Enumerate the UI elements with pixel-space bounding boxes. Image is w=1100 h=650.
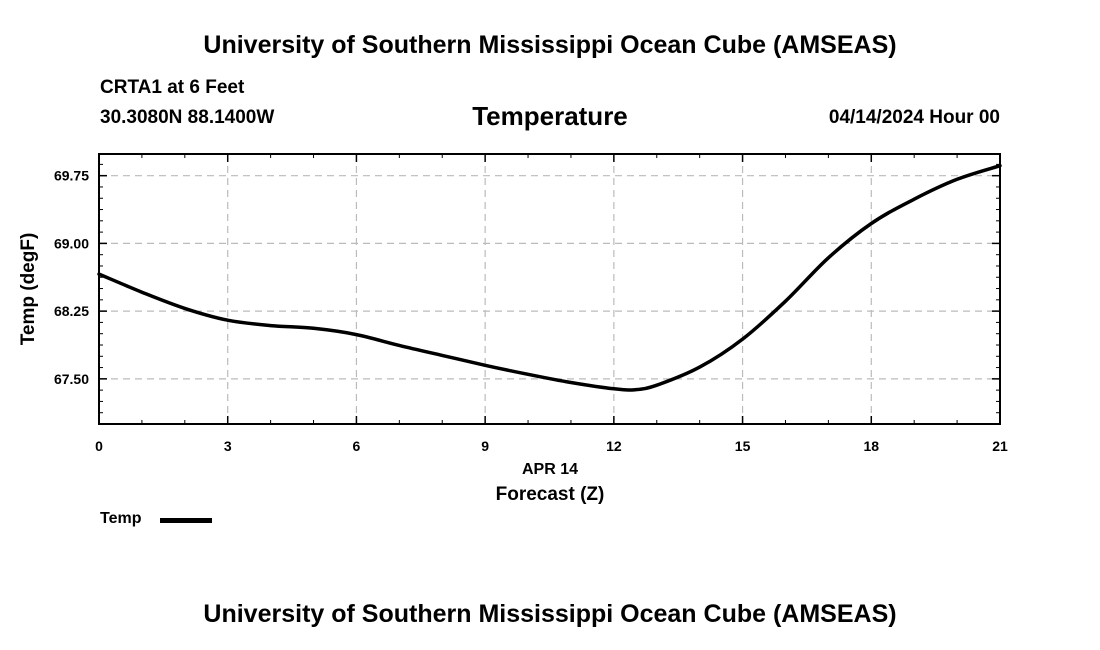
x-tick-label: 21 bbox=[992, 438, 1008, 454]
x-tick-label: 6 bbox=[353, 438, 361, 454]
x-tick-label: 12 bbox=[606, 438, 622, 454]
grid-layer bbox=[99, 154, 1000, 424]
variable-title: Temperature bbox=[472, 101, 628, 131]
x-axis-date-label: APR 14 bbox=[522, 461, 578, 478]
y-axis-label: Temp (degF) bbox=[18, 233, 39, 346]
x-axis-label: Forecast (Z) bbox=[496, 484, 605, 505]
x-tick-labels: 0 3 6 9 12 15 18 21 bbox=[95, 438, 1008, 454]
y-tick-label: 69.75 bbox=[54, 168, 89, 184]
y-tick-label: 68.25 bbox=[54, 303, 89, 319]
x-tick-label: 9 bbox=[481, 438, 489, 454]
x-tick-label: 18 bbox=[863, 438, 879, 454]
datetime-label: 04/14/2024 Hour 00 bbox=[828, 107, 1000, 128]
series-line-temp bbox=[97, 163, 1002, 392]
minor-tick-layer bbox=[99, 154, 1000, 425]
footer-title: University of Southern Mississippi Ocean… bbox=[203, 600, 897, 628]
coordinates-label: 30.3080N 88.1400W bbox=[100, 107, 275, 128]
x-tick-label: 15 bbox=[735, 438, 751, 454]
x-tick-label: 0 bbox=[95, 438, 103, 454]
plot-frame bbox=[98, 153, 1001, 425]
station-label: CRTA1 at 6 Feet bbox=[100, 77, 245, 98]
y-tick-labels: 67.50 68.25 69.00 69.75 bbox=[54, 168, 89, 387]
y-tick-label: 69.00 bbox=[54, 235, 89, 251]
y-tick-label: 67.50 bbox=[54, 371, 89, 387]
legend-swatch bbox=[160, 518, 212, 523]
chart-title: University of Southern Mississippi Ocean… bbox=[203, 31, 897, 59]
tick-layer bbox=[98, 154, 1001, 424]
legend-label: Temp bbox=[100, 510, 142, 527]
x-tick-label: 3 bbox=[224, 438, 232, 454]
